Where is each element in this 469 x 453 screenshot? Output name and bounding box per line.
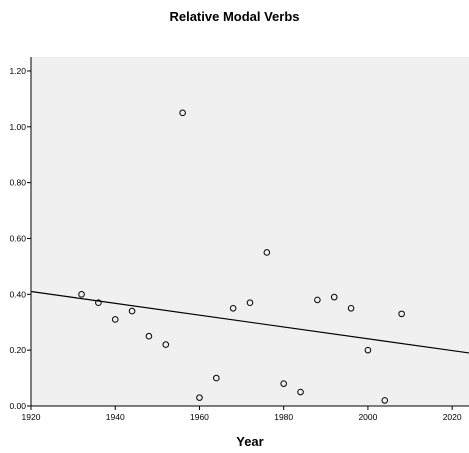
- y-tick-label: 0.40: [9, 289, 26, 299]
- data-points: [78, 109, 405, 404]
- data-point: [128, 307, 136, 315]
- data-point: [297, 388, 304, 396]
- data-point: [246, 299, 254, 306]
- fit-line: [30, 290, 469, 354]
- data-point: [381, 397, 389, 404]
- x-tick-label: 1960: [190, 412, 209, 422]
- data-point: [95, 299, 102, 306]
- y-tick-label: 0.20: [9, 345, 26, 355]
- chart-title: Relative Modal Verbs: [169, 9, 300, 24]
- y-tick-label: 0.80: [9, 178, 26, 188]
- data-point: [280, 380, 287, 387]
- data-point: [162, 341, 170, 348]
- plot-area: [31, 57, 469, 406]
- data-point: [111, 316, 119, 323]
- y-tick-label: 0.60: [9, 233, 26, 243]
- y-tick-label: 1.00: [9, 122, 26, 132]
- data-point: [347, 304, 355, 312]
- y-tick-label: 1.20: [9, 66, 26, 76]
- x-tick-label: 1920: [22, 412, 41, 422]
- data-point: [229, 304, 237, 312]
- y-axis: 0.00 0.20 0.40 0.60 0.80 1.00 1.20: [9, 57, 32, 411]
- x-tick-label: 1980: [274, 412, 293, 422]
- x-tick-label: 1940: [106, 412, 125, 422]
- data-point: [179, 109, 186, 117]
- data-point: [196, 394, 203, 401]
- x-axis-label: Year: [236, 434, 264, 449]
- data-point: [263, 249, 271, 256]
- data-point: [330, 293, 338, 301]
- y-tick-label: 0.00: [9, 401, 26, 411]
- fit-line-group: [30, 290, 469, 354]
- data-point: [145, 332, 153, 340]
- x-tick-label: 2000: [358, 412, 377, 422]
- data-point: [78, 291, 85, 298]
- data-point: [364, 346, 372, 354]
- x-tick-label: 2020: [443, 412, 462, 422]
- data-point: [314, 296, 321, 304]
- x-axis: 1920 1940 1960 1980 2000 2020: [22, 405, 469, 422]
- data-point: [213, 374, 220, 382]
- data-point: [398, 310, 405, 318]
